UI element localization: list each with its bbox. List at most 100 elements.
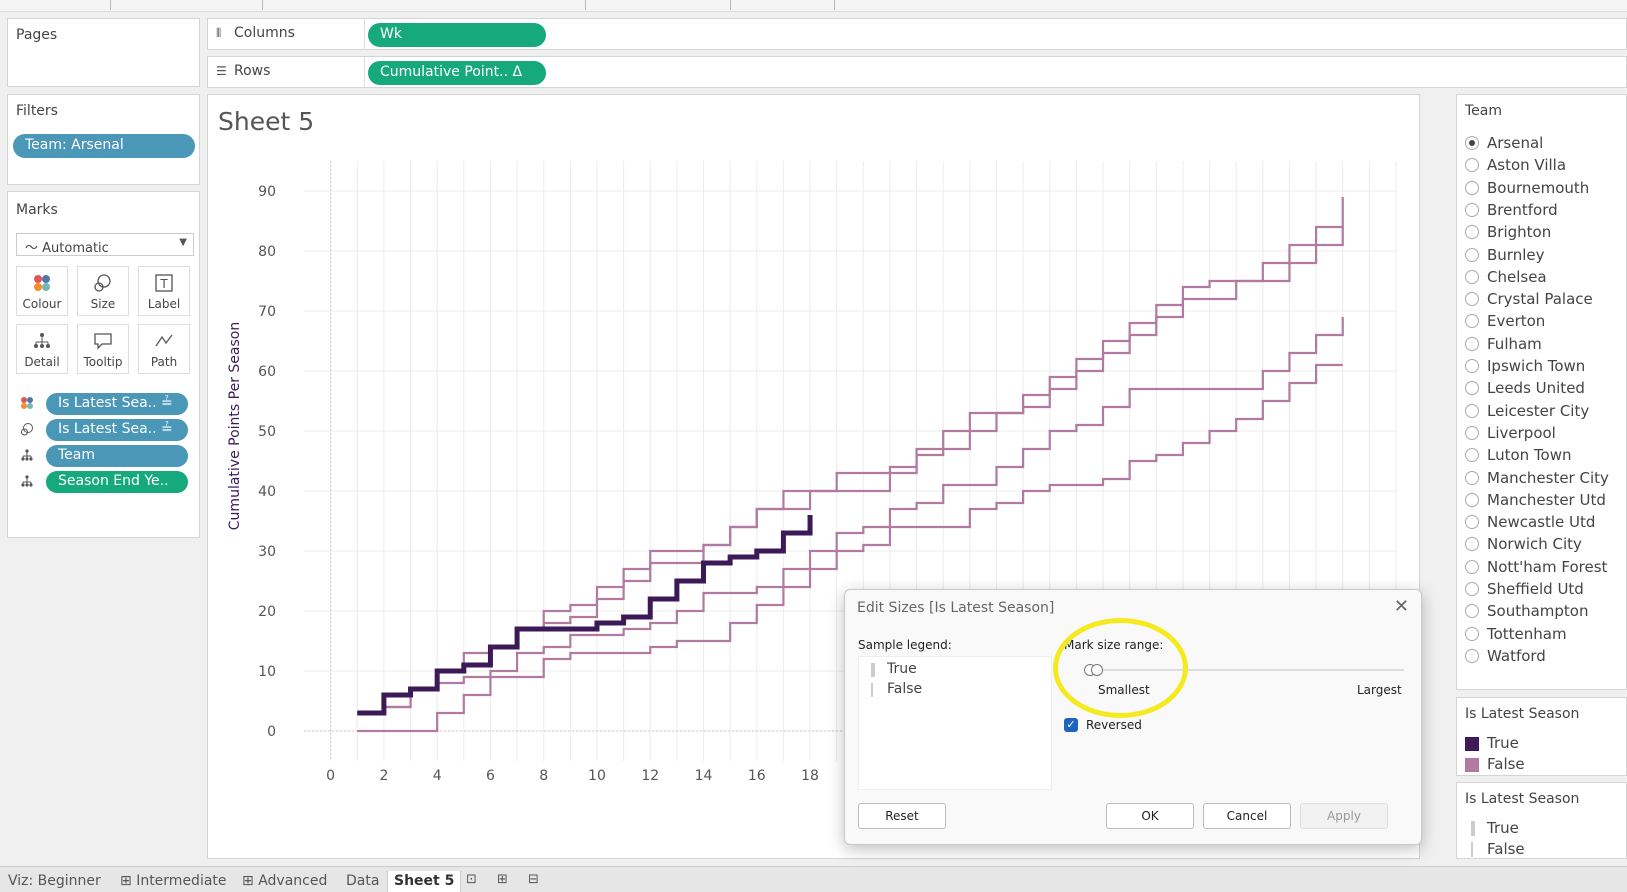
new-dashboard-icon[interactable]: ⊞ — [497, 872, 508, 887]
radio-icon[interactable] — [1465, 648, 1479, 663]
y-tick-label: 0 — [267, 724, 276, 740]
sheet-tab-bar: Viz: Beginner ⊞ Intermediate ⊞ Advanced … — [0, 866, 1627, 892]
size-swatch — [871, 683, 873, 697]
label-icon: T — [139, 273, 189, 293]
close-icon[interactable]: ✕ — [1393, 596, 1409, 617]
team-option-label: Liverpool — [1487, 423, 1556, 442]
new-story-icon[interactable]: ⊟ — [528, 872, 539, 887]
radio-icon[interactable] — [1465, 492, 1479, 507]
columns-icon: ⦀ — [216, 26, 222, 40]
radio-icon[interactable] — [1465, 470, 1479, 485]
field-pill-is-latest-size[interactable]: Is Latest Sea.. ≟ — [46, 419, 188, 441]
radio-icon[interactable] — [1465, 292, 1479, 307]
radio-icon[interactable] — [1465, 247, 1479, 262]
radio-icon[interactable] — [1465, 336, 1479, 351]
size-icon — [78, 273, 128, 293]
radio-icon[interactable] — [1465, 537, 1479, 552]
radio-icon[interactable] — [1465, 136, 1479, 150]
radio-icon[interactable] — [1465, 158, 1479, 173]
radio-icon[interactable] — [1465, 448, 1479, 463]
tab-data[interactable]: Data — [346, 873, 380, 889]
filter-pill-team[interactable]: Team: Arsenal — [13, 134, 195, 158]
x-tick-label: 16 — [748, 768, 766, 784]
radio-icon[interactable] — [1465, 425, 1479, 440]
field-pill-season-end-year[interactable]: Season End Ye.. — [46, 471, 188, 493]
y-tick-label: 50 — [258, 424, 276, 440]
radio-icon[interactable] — [1465, 359, 1479, 373]
radio-icon[interactable] — [1465, 269, 1479, 284]
colour-button[interactable]: Colour — [16, 266, 68, 316]
radio-icon[interactable] — [1465, 225, 1479, 240]
tooltip-label: Tooltip — [83, 355, 123, 369]
tooltip-button[interactable]: Tooltip — [77, 324, 129, 374]
detail-button[interactable]: Detail — [16, 324, 68, 374]
marks-field-row: Season End Ye.. — [14, 471, 194, 493]
radio-icon[interactable] — [1465, 604, 1479, 619]
columns-label-text: Columns — [234, 25, 295, 41]
reset-button[interactable]: Reset — [858, 803, 946, 829]
y-tick-label: 90 — [258, 184, 276, 200]
colour-swatch — [1465, 737, 1479, 751]
apply-button[interactable]: Apply — [1300, 803, 1388, 829]
radio-icon[interactable] — [1465, 626, 1479, 641]
radio-icon[interactable] — [1465, 202, 1479, 217]
radio-icon[interactable] — [1465, 559, 1479, 574]
path-button[interactable]: Path — [138, 324, 190, 374]
pages-card[interactable]: Pages — [7, 18, 200, 87]
field-pill-team[interactable]: Team — [46, 445, 188, 467]
x-tick-label: 10 — [588, 768, 606, 784]
colour-swatch — [1465, 758, 1479, 772]
series-line-past-season — [357, 363, 1343, 733]
tab-viz-beginner[interactable]: Viz: Beginner — [8, 873, 101, 889]
y-tick-label: 30 — [258, 544, 276, 560]
line-chart[interactable]: 010203040506070809002468101214161840Cumu… — [208, 95, 1420, 859]
shelf-divider — [364, 19, 365, 50]
x-tick-label: 14 — [695, 768, 713, 784]
toolbar-separator — [834, 0, 835, 10]
new-worksheet-icon[interactable]: ⊡ — [466, 872, 477, 887]
line-mark-icon: 〜 — [25, 241, 43, 256]
radio-icon[interactable] — [1465, 582, 1479, 596]
ok-button[interactable]: OK — [1106, 803, 1194, 829]
y-axis-title: Cumulative Points Per Season — [227, 322, 243, 530]
columns-pill-wk[interactable]: Wk — [368, 23, 546, 47]
radio-icon[interactable] — [1465, 180, 1479, 195]
radio-icon[interactable] — [1465, 314, 1479, 329]
size-swatch — [1471, 821, 1475, 836]
y-tick-label: 70 — [258, 304, 276, 320]
toolbar-separator — [110, 0, 111, 10]
cancel-button[interactable]: Cancel — [1203, 803, 1291, 829]
svg-text:T: T — [159, 277, 168, 291]
toolbar-separator — [730, 0, 731, 10]
marks-title: Marks — [16, 202, 58, 218]
field-pill-is-latest-colour[interactable]: Is Latest Sea.. ≟ — [46, 393, 188, 415]
label-button[interactable]: T Label — [138, 266, 190, 316]
team-option-label: Newcastle Utd — [1487, 513, 1596, 532]
tab-advanced[interactable]: ⊞ Advanced — [236, 871, 333, 892]
mark-type-dropdown[interactable]: 〜 Automatic ▼ — [16, 233, 194, 256]
team-option-label: Watford — [1487, 646, 1546, 665]
team-option-label: Arsenal — [1487, 134, 1544, 152]
tab-intermediate[interactable]: ⊞ Intermediate — [114, 871, 233, 892]
columns-shelf[interactable]: ⦀ Columns Wk — [207, 18, 1627, 50]
reversed-checkbox[interactable]: ✓ — [1064, 718, 1078, 732]
rows-label-text: Rows — [234, 63, 271, 79]
rows-shelf[interactable]: ☰ Rows Cumulative Point.. Δ — [207, 56, 1627, 88]
colour-icon — [20, 396, 34, 413]
filters-card[interactable]: Filters Team: Arsenal — [7, 94, 200, 185]
size-label: Size — [90, 297, 116, 311]
legend-label: True — [1487, 734, 1519, 752]
toolbar-strip — [0, 0, 1627, 12]
size-button[interactable]: Size — [77, 266, 129, 316]
detail-label: Detail — [24, 355, 60, 369]
tab-sheet-5[interactable]: Sheet 5 — [387, 871, 462, 892]
mark-type-value: Automatic — [42, 241, 109, 256]
legend-label: True — [1487, 819, 1519, 837]
dashboard-icon: ⊞ — [242, 873, 259, 889]
series-line-latest-season — [357, 515, 813, 716]
team-option-label: Leicester City — [1487, 401, 1590, 420]
radio-icon[interactable] — [1465, 381, 1479, 396]
radio-icon[interactable] — [1465, 403, 1479, 418]
rows-pill-cumulative-points[interactable]: Cumulative Point.. Δ — [368, 61, 546, 85]
radio-icon[interactable] — [1465, 515, 1479, 530]
